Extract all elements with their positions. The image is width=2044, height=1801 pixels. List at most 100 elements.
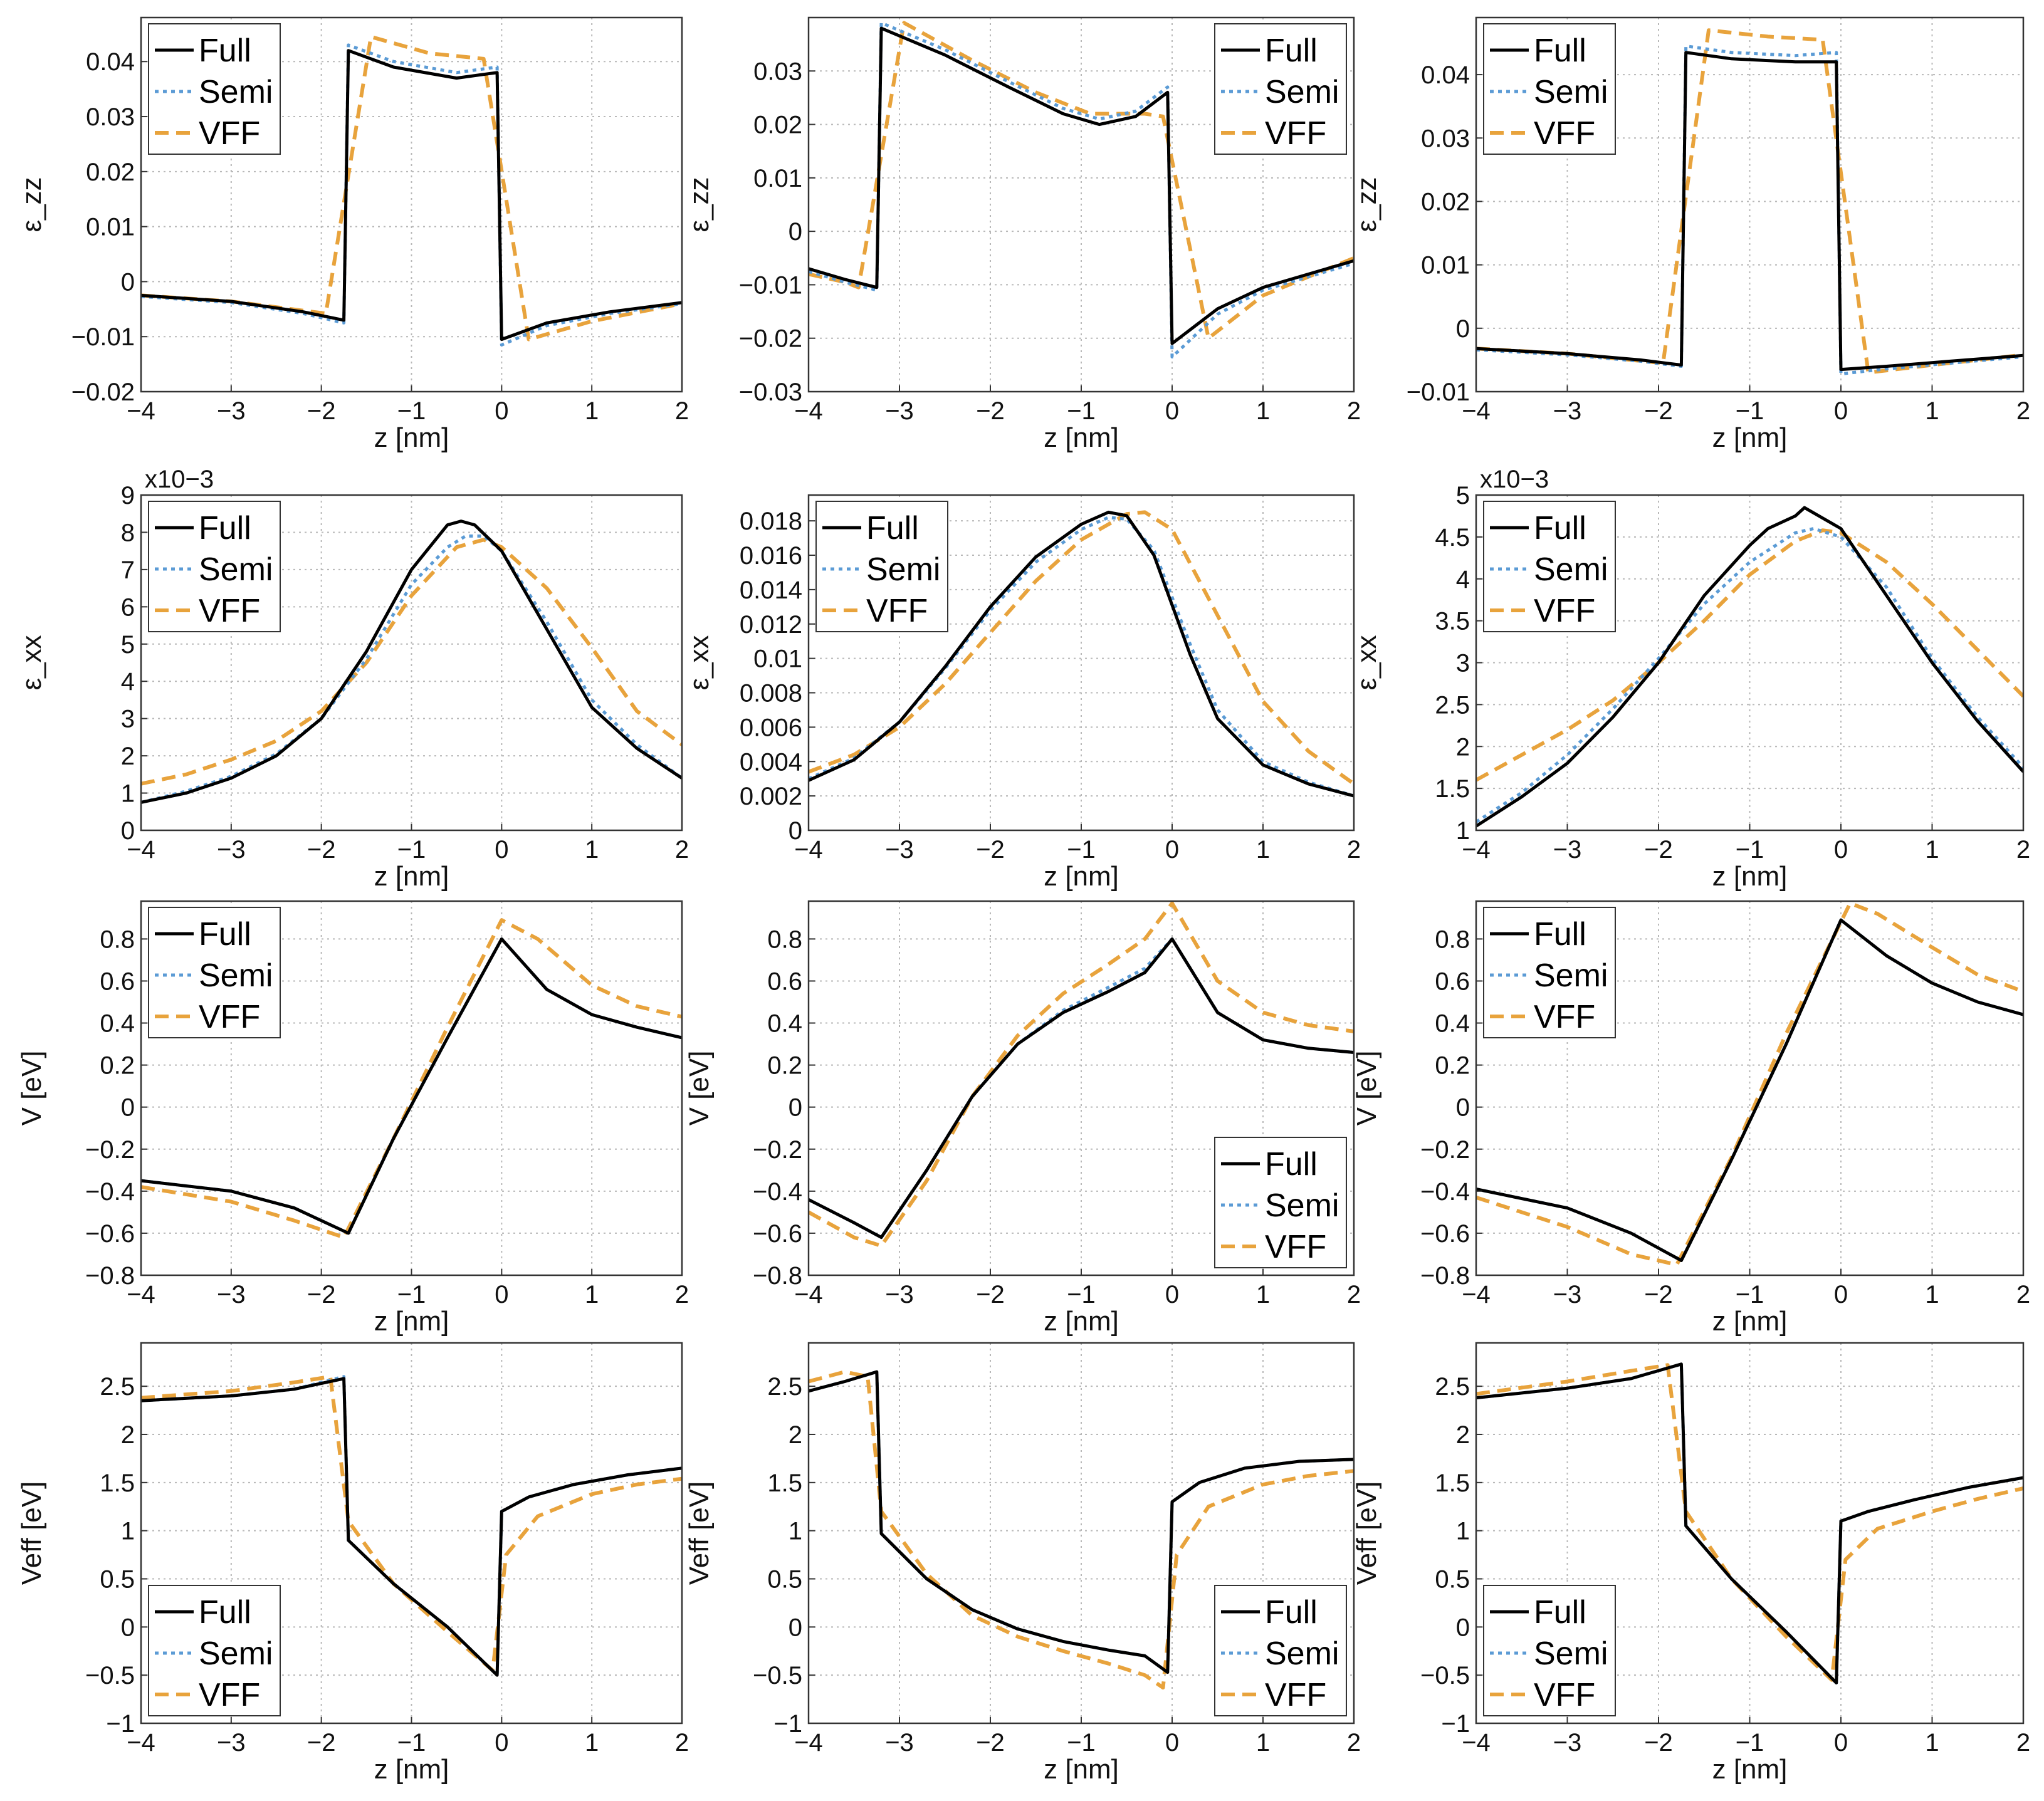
legend: Full Semi VFF <box>815 501 948 632</box>
x-tick-label: −3 <box>217 1281 246 1308</box>
y-tick-label: 0.03 <box>753 58 802 85</box>
x-tick-label: −4 <box>794 397 823 425</box>
y-tick-label: −1 <box>773 1710 802 1738</box>
y-tick-label: 0.016 <box>740 542 802 570</box>
x-tick-label: 2 <box>1347 836 1361 864</box>
y-tick-label: −0.5 <box>85 1662 135 1689</box>
series-line-full <box>809 1370 1354 1674</box>
subplot-r3c1: −4 −3 −2 −1 0 1 2 −1 −0.5 0 0.5 1 1.5 2 2.5 z [nm] Veff … <box>684 1342 1361 1785</box>
x-tick-label: 0 <box>1834 397 1848 425</box>
y-tick-label: 0.5 <box>1435 1565 1470 1593</box>
y-tick-label: 0.5 <box>100 1565 135 1593</box>
y-tick-label: 0.006 <box>740 714 802 741</box>
x-tick-label: 0 <box>495 1281 508 1308</box>
y-tick-label: −0.03 <box>739 378 802 406</box>
y-tick-label: 0.4 <box>100 1010 135 1038</box>
x-tick-label: −1 <box>397 1729 426 1757</box>
legend-label-semi: Semi <box>1265 1636 1339 1672</box>
legend-label-semi: Semi <box>1534 74 1608 110</box>
x-axis-label: z [nm] <box>1044 861 1119 892</box>
x-tick-label: −4 <box>1462 836 1491 864</box>
series-line-full <box>1476 51 2023 372</box>
x-tick-label: −1 <box>1067 836 1096 864</box>
series-line-vff <box>809 901 1354 1248</box>
y-tick-label: 0.2 <box>1435 1052 1470 1080</box>
series-line-full <box>809 510 1354 798</box>
legend-label-vff: VFF <box>1534 115 1595 152</box>
x-tick-label: 1 <box>585 1729 599 1757</box>
series-line-full <box>1476 918 2023 1262</box>
series-line-semi <box>1476 44 2023 376</box>
legend: Full Semi VFF <box>148 501 281 632</box>
y-tick-label: 2 <box>121 743 135 770</box>
y-tick-label: −0.6 <box>85 1220 135 1248</box>
y-axis-label: Veff [eV] <box>1351 1481 1382 1585</box>
y-tick-label: 6 <box>121 593 135 621</box>
x-tick-label: 2 <box>675 1729 689 1757</box>
y-tick-label: 1 <box>789 1518 802 1545</box>
y-tick-label: 4 <box>1456 566 1470 593</box>
legend-label-semi: Semi <box>199 958 273 994</box>
y-tick-label: 2.5 <box>1435 691 1470 719</box>
x-tick-label: 1 <box>1256 397 1270 425</box>
x-tick-label: −4 <box>127 397 155 425</box>
legend-label-full: Full <box>199 33 251 69</box>
x-axis-label: z [nm] <box>374 1754 449 1785</box>
y-tick-label: 0 <box>121 1094 135 1122</box>
y-tick-label: 5 <box>1456 482 1470 509</box>
subplot-r1c0: −4 −3 −2 −1 0 1 2 0 1 2 3 4 5 6 7 8 9 x10−3 z [nm] ε_xx Full… <box>16 466 689 892</box>
series-line-full <box>141 1377 682 1677</box>
y-tick-label: 1 <box>1456 817 1470 845</box>
y-tick-label: 3.5 <box>1435 608 1470 635</box>
x-tick-label: −4 <box>794 836 823 864</box>
legend-box <box>148 907 281 1038</box>
y-tick-label: 0.02 <box>86 159 135 186</box>
y-axis-label: ε_zz <box>684 177 715 232</box>
legend-label-semi: Semi <box>199 74 273 110</box>
y-tick-label: 7 <box>121 556 135 584</box>
y-axis-label: ε_xx <box>1351 635 1382 690</box>
x-tick-label: −2 <box>976 1281 1005 1308</box>
series-line-full <box>141 519 682 804</box>
y-tick-label: 1 <box>1456 1518 1470 1545</box>
x-tick-label: 2 <box>2016 1281 2030 1308</box>
y-tick-label: 1 <box>121 780 135 808</box>
y-tick-label: 0.018 <box>740 508 802 535</box>
legend-label-full: Full <box>1534 1594 1586 1631</box>
subplot-r2c2: −4 −3 −2 −1 0 1 2 −0.8 −0.6 −0.4 −0.2 0 0.2 0.4 0.6 0.8… <box>1351 900 2030 1337</box>
legend: Full Semi VFF <box>1483 1585 1616 1716</box>
x-tick-label: 1 <box>1925 836 1939 864</box>
legend: Full Semi VFF <box>148 23 281 155</box>
legend-label-vff: VFF <box>1265 1677 1326 1713</box>
legend-box <box>1214 1585 1347 1716</box>
x-tick-label: 0 <box>1165 397 1179 425</box>
x-tick-label: −4 <box>127 836 155 864</box>
legend: Full Semi VFF <box>1214 23 1347 155</box>
x-tick-label: −3 <box>217 397 246 425</box>
series-line-vff <box>141 918 682 1240</box>
y-axis-label: ε_xx <box>684 635 715 690</box>
series-line-full <box>1476 506 2023 828</box>
legend-label-vff: VFF <box>1265 115 1326 152</box>
x-tick-label: −3 <box>885 1729 914 1757</box>
legend-box <box>1483 1585 1616 1716</box>
x-tick-label: 2 <box>675 1281 689 1308</box>
y-tick-label: 0 <box>121 268 135 296</box>
x-axis-label: z [nm] <box>1712 1306 1788 1337</box>
y-tick-label: 9 <box>121 482 135 509</box>
x-tick-label: −2 <box>1644 836 1673 864</box>
legend-label-full: Full <box>1265 33 1318 69</box>
y-axis-label: Veff [eV] <box>684 1481 715 1585</box>
legend: Full Semi VFF <box>148 1585 281 1716</box>
series-line-semi <box>141 534 682 804</box>
y-tick-label: 2.5 <box>100 1373 135 1401</box>
legend-label-semi: Semi <box>199 551 273 588</box>
x-tick-label: −1 <box>397 1281 426 1308</box>
x-tick-label: −1 <box>1736 397 1764 425</box>
y-tick-label: 0 <box>789 218 802 246</box>
y-tick-label: 2.5 <box>767 1373 802 1401</box>
x-tick-label: 0 <box>1165 1729 1179 1757</box>
x-tick-label: 1 <box>1256 1729 1270 1757</box>
y-tick-label: 0.012 <box>740 611 802 639</box>
